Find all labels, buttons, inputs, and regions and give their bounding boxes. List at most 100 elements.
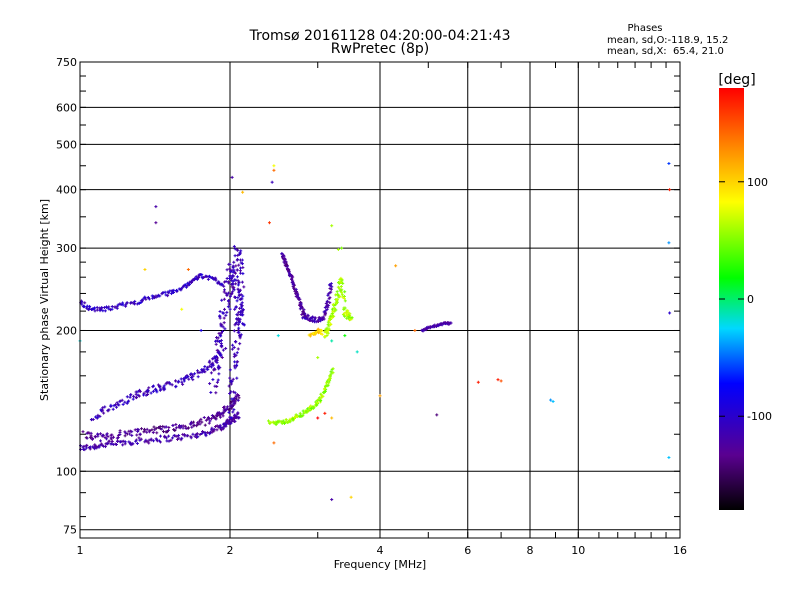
data-point <box>300 313 304 317</box>
data-point <box>237 330 241 334</box>
data-point <box>233 307 237 311</box>
data-point <box>144 297 148 301</box>
data-point <box>232 288 236 292</box>
data-point <box>240 310 244 314</box>
data-point <box>238 288 242 292</box>
data-point <box>237 416 241 420</box>
data-point <box>211 361 215 365</box>
data-point <box>215 336 219 340</box>
data-point <box>189 422 193 426</box>
data-point <box>330 307 334 311</box>
data-point <box>231 270 235 274</box>
data-point <box>236 287 240 291</box>
data-point <box>235 248 239 252</box>
data-point <box>137 428 141 432</box>
data-point <box>333 309 337 313</box>
data-point <box>82 305 86 309</box>
data-point <box>227 281 231 285</box>
data-point <box>327 381 331 385</box>
data-point <box>234 264 238 268</box>
data-point <box>196 369 200 373</box>
data-point <box>272 441 276 445</box>
data-point <box>241 322 245 326</box>
data-point <box>298 411 302 415</box>
data-point <box>355 350 359 354</box>
data-point <box>284 418 288 422</box>
data-point <box>131 442 135 446</box>
data-point <box>229 270 233 274</box>
data-point <box>109 433 113 437</box>
data-point <box>236 296 240 300</box>
data-point <box>142 393 146 397</box>
data-point <box>346 310 350 314</box>
data-point <box>338 287 342 291</box>
data-point <box>320 332 324 336</box>
data-point <box>163 290 167 294</box>
data-point <box>105 433 109 437</box>
data-point <box>306 314 310 318</box>
data-point <box>124 431 128 435</box>
data-point <box>233 295 237 299</box>
data-point <box>226 291 230 295</box>
data-point <box>167 291 171 295</box>
data-point <box>223 409 227 413</box>
data-point <box>341 281 345 285</box>
data-point <box>186 284 190 288</box>
data-point <box>131 397 135 401</box>
data-point <box>291 283 295 287</box>
data-point <box>345 314 349 318</box>
data-point <box>331 367 335 371</box>
data-point <box>181 284 185 288</box>
data-point <box>81 447 85 451</box>
data-point <box>236 347 240 351</box>
data-point <box>206 277 210 281</box>
data-point <box>212 414 216 418</box>
data-point <box>266 419 270 423</box>
data-point <box>239 261 243 265</box>
colorbar-label: [deg] <box>718 72 755 88</box>
data-point <box>173 428 177 432</box>
data-point <box>89 431 93 435</box>
data-point <box>90 307 94 311</box>
data-point <box>316 416 320 420</box>
data-point <box>101 309 105 313</box>
data-point <box>209 390 213 394</box>
data-point <box>302 308 306 312</box>
data-point <box>339 284 343 288</box>
data-point <box>231 410 235 414</box>
data-point <box>323 411 327 415</box>
data-point <box>143 295 147 299</box>
data-point <box>234 395 238 399</box>
data-point <box>196 435 200 439</box>
data-point <box>549 398 553 402</box>
data-point <box>324 301 328 305</box>
data-point <box>167 434 171 438</box>
data-point <box>234 282 238 286</box>
data-point <box>83 301 87 305</box>
data-point <box>343 299 347 303</box>
data-point <box>174 385 178 389</box>
data-point <box>311 315 315 319</box>
data-point <box>230 276 234 280</box>
data-point <box>240 280 244 284</box>
data-point <box>239 293 243 297</box>
data-point <box>232 345 236 349</box>
data-point <box>110 307 114 311</box>
data-point <box>192 424 196 428</box>
data-point <box>103 445 107 449</box>
data-point <box>319 331 323 335</box>
data-point <box>105 306 109 310</box>
data-point <box>137 436 141 440</box>
data-point <box>190 281 194 285</box>
data-point <box>342 296 346 300</box>
data-point <box>163 387 167 391</box>
data-point <box>327 318 331 322</box>
data-point <box>218 309 222 313</box>
data-point <box>98 414 102 418</box>
data-point <box>222 321 226 325</box>
data-point <box>180 436 184 440</box>
data-point <box>154 426 158 430</box>
y-tick-label: 400 <box>56 184 77 197</box>
data-point <box>125 395 129 399</box>
data-point <box>236 328 240 332</box>
